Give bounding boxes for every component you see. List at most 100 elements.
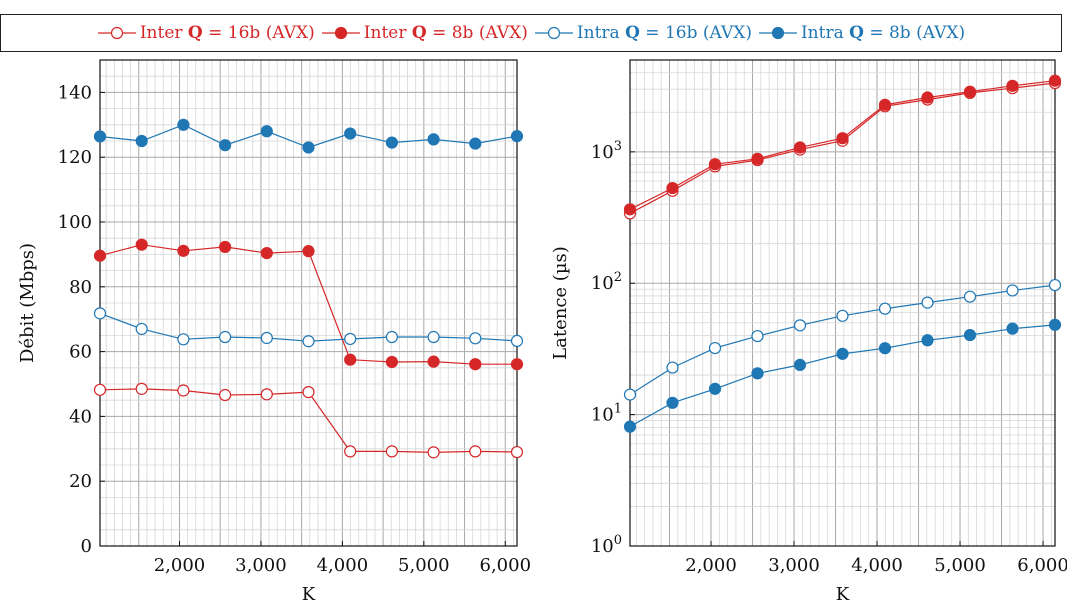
data-point	[469, 358, 482, 371]
chart-2: 2,000 3,000 4,000 5,000 6,000 100 101 102 103 K La…	[550, 59, 1067, 605]
data-point	[135, 134, 148, 148]
data-point	[751, 152, 764, 165]
data-point	[510, 334, 524, 348]
data-point	[385, 330, 398, 344]
series-line	[629, 324, 1056, 428]
data-point	[1006, 284, 1019, 297]
data-point	[385, 445, 398, 458]
legend-item: Inter Q = 8b (AVX)	[321, 23, 528, 43]
y-tick-label: 40	[69, 406, 92, 427]
data-point	[427, 446, 440, 459]
data-point	[177, 333, 190, 346]
data-point	[93, 249, 107, 262]
data-point	[1048, 318, 1062, 331]
data-point	[219, 388, 232, 402]
data-point	[963, 290, 977, 303]
data-point	[836, 132, 849, 145]
data-point	[427, 133, 440, 146]
x-tick-label: 4,000	[317, 555, 369, 576]
y-axis-label: Débit (Mbps)	[17, 243, 38, 363]
data-point	[793, 141, 807, 154]
y-axis-label: Latence (µs)	[550, 246, 571, 360]
data-point	[219, 139, 232, 152]
legend-item: Inter Q = 16b (AVX)	[97, 23, 315, 43]
data-point	[177, 244, 190, 257]
data-point	[510, 445, 524, 459]
data-point	[708, 158, 722, 171]
legend-marker-icon	[534, 26, 573, 40]
data-point	[1006, 322, 1019, 335]
data-point	[260, 247, 273, 260]
data-point	[510, 130, 524, 143]
plot-frame	[99, 59, 518, 547]
series-1	[93, 382, 524, 459]
data-point	[666, 396, 679, 409]
data-point	[344, 127, 357, 140]
data-point	[344, 332, 357, 346]
legend-label: Inter Q = 16b (AVX)	[139, 23, 315, 43]
legend: Inter Q = 16b (AVX) Inter Q = 8b (AVX) Int…	[0, 14, 1062, 52]
data-point	[177, 118, 190, 131]
data-point	[469, 332, 482, 345]
x-tick-label: 5,000	[934, 555, 986, 576]
x-axis-label: K	[836, 584, 850, 605]
y-tick-label: 60	[69, 342, 92, 363]
x-tick-label: 3,000	[768, 555, 820, 576]
data-point	[177, 384, 190, 397]
data-point	[793, 358, 807, 371]
series-4	[93, 118, 524, 154]
data-point	[751, 329, 764, 343]
data-point	[878, 342, 892, 355]
data-point	[878, 302, 892, 315]
y-tick-label: 101	[591, 402, 622, 426]
y-tick-label: 140	[58, 82, 92, 103]
series-line	[629, 82, 1056, 214]
legend-label: Intra Q = 16b (AVX)	[576, 23, 752, 43]
x-axis-label: K	[302, 584, 316, 605]
data-point	[963, 328, 977, 342]
data-point	[302, 335, 315, 348]
data-point	[93, 383, 107, 396]
x-tick-label: 4,000	[851, 555, 903, 576]
y-tick-label: 120	[58, 147, 92, 168]
data-point	[921, 296, 934, 309]
legend-marker-icon	[758, 26, 797, 40]
data-point	[385, 136, 398, 149]
legend-label: Inter Q = 8b (AVX)	[363, 23, 528, 43]
data-point	[878, 98, 892, 111]
data-point	[302, 141, 315, 154]
y-tick-label: 103	[591, 139, 622, 163]
data-point	[666, 361, 679, 374]
data-point	[302, 245, 315, 258]
data-point	[219, 240, 232, 254]
data-point	[836, 347, 849, 360]
data-point	[93, 307, 107, 320]
legend-marker-icon	[97, 26, 136, 40]
data-point	[1048, 74, 1062, 87]
data-point	[385, 355, 398, 369]
x-tick-label: 2,000	[685, 555, 737, 576]
series-line	[99, 388, 518, 454]
data-point	[135, 382, 148, 395]
data-point	[260, 125, 273, 138]
legend-marker-icon	[321, 26, 360, 40]
series-2	[93, 238, 524, 371]
y-tick-label: 102	[591, 270, 622, 294]
data-point	[135, 322, 148, 336]
data-point	[469, 137, 482, 150]
y-tick-label: 0	[81, 536, 92, 557]
data-point	[921, 91, 934, 104]
plot-frame	[629, 59, 1056, 547]
x-tick-label: 5,000	[398, 555, 450, 576]
data-point	[510, 358, 524, 371]
data-point	[1048, 278, 1062, 292]
series-line	[629, 284, 1056, 396]
y-tick-label: 100	[58, 212, 92, 233]
legend-label: Intra Q = 8b (AVX)	[800, 23, 966, 43]
x-tick-label: 2,000	[154, 555, 206, 576]
data-point	[135, 238, 148, 251]
data-point	[344, 445, 357, 458]
series-1	[623, 76, 1062, 220]
data-point	[1006, 79, 1019, 92]
